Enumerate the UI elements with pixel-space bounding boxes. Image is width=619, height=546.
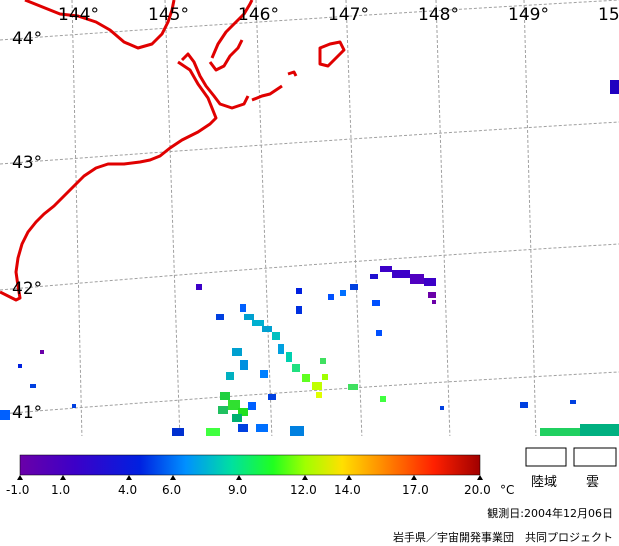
lat-label-43: 43° bbox=[12, 153, 42, 173]
latitude-labels: 44° 43° 42° 41° bbox=[12, 29, 42, 423]
lon-label-150: 15 bbox=[598, 5, 619, 25]
colorbar-gradient bbox=[19, 454, 481, 476]
lat-label-41: 41° bbox=[12, 403, 42, 423]
observation-date: 観測日:2004年12月06日 bbox=[487, 507, 613, 520]
credit-text: 岩手県／宇宙開発事業団 共同プロジェクト bbox=[393, 531, 613, 544]
graticule bbox=[0, 0, 619, 436]
map-frame: 144° 145° 146° 147° 148° 149° 15 44° 43°… bbox=[0, 0, 619, 436]
longitude-labels: 144° 145° 146° 147° 148° 149° 15 bbox=[58, 5, 619, 25]
cloud-legend-box bbox=[573, 447, 617, 467]
colorbar-tick-label: 12.0 bbox=[290, 483, 317, 497]
colorbar: -1.0 1.0 4.0 6.0 9.0 12.0 14.0 17.0 20.0… bbox=[6, 454, 514, 497]
colorbar-tick-marks bbox=[17, 475, 483, 480]
lon-label-149: 149° bbox=[508, 5, 549, 25]
lon-label-147: 147° bbox=[328, 5, 369, 25]
lon-label-148: 148° bbox=[418, 5, 459, 25]
colorbar-tick-label: 1.0 bbox=[51, 483, 70, 497]
land-legend-label: 陸域 bbox=[531, 475, 558, 490]
land-legend-box bbox=[525, 447, 567, 467]
colorbar-unit: °C bbox=[500, 483, 514, 497]
lat-label-42: 42° bbox=[12, 279, 42, 299]
sst-data bbox=[0, 80, 619, 436]
lon-label-145: 145° bbox=[148, 5, 189, 25]
colorbar-tick-label: 9.0 bbox=[228, 483, 247, 497]
colorbar-tick-label: 14.0 bbox=[334, 483, 361, 497]
coastline bbox=[0, 0, 346, 302]
cloud-legend-label: 雲 bbox=[586, 475, 600, 490]
lat-label-44: 44° bbox=[12, 29, 42, 49]
colorbar-tick-label: -1.0 bbox=[6, 483, 29, 497]
colorbar-tick-label: 17.0 bbox=[402, 483, 429, 497]
lon-label-144: 144° bbox=[58, 5, 99, 25]
colorbar-tick-label: 4.0 bbox=[118, 483, 137, 497]
lon-label-146: 146° bbox=[238, 5, 279, 25]
colorbar-tick-label: 6.0 bbox=[162, 483, 181, 497]
colorbar-tick-label: 20.0 bbox=[464, 483, 491, 497]
